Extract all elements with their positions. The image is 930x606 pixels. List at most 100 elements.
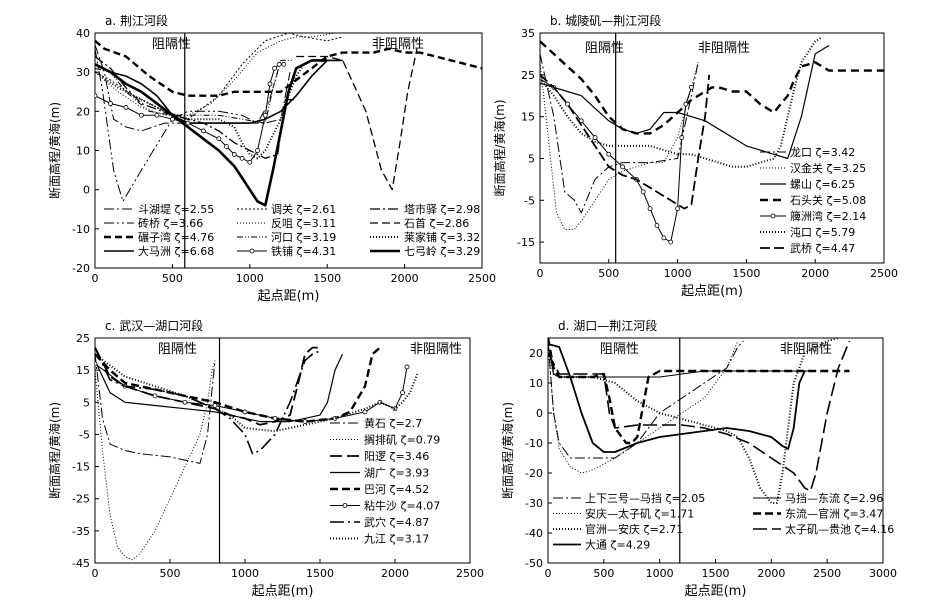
chart-panel-2: c. 武汉—湖口河段 -45 -35 -25 -15 -5 5 15 25 0 500 1000 150…: [47, 318, 484, 599]
series-marker: [262, 112, 268, 118]
x-tick-label: 1000: [236, 272, 264, 285]
legend-entry: 铁铺 ζ=4.31: [271, 245, 336, 258]
x-axis-label: 起点距(m): [258, 289, 320, 304]
x-tick-label: 500: [598, 267, 619, 280]
series-marker: [224, 144, 229, 149]
y-tick-label: 25: [76, 332, 90, 345]
x-tick-label: 1000: [664, 267, 692, 280]
series-line: [95, 353, 419, 433]
series-line: [548, 340, 739, 474]
legend-entry: 湖广 ζ=3.93: [364, 467, 429, 480]
region-label: 非阻隔性: [410, 342, 462, 357]
series-line: [95, 354, 216, 464]
x-tick-label: 2500: [813, 567, 841, 580]
series-line: [95, 55, 297, 159]
series-marker: [216, 136, 222, 142]
y-tick-label: -5: [79, 428, 90, 441]
y-tick-label: -30: [525, 497, 543, 510]
y-tick-label: -15: [72, 461, 90, 474]
x-tick-label: 3000: [869, 567, 897, 580]
region-label: 阻隔性: [585, 41, 624, 56]
chart-panel-3: d. 湖口—荆江河段 -50 -40 -30 -20 -10 0 10 20 0 500 1000 15…: [500, 318, 897, 599]
panel-title: d. 湖口—荆江河段: [558, 318, 657, 333]
legend-entry: 斗湖堤 ζ=2.55: [138, 203, 214, 216]
y-tick-label: -20: [525, 467, 543, 480]
legend-entry: 石头关 ζ=5.08: [790, 193, 866, 207]
series-marker: [640, 189, 646, 195]
y-tick-label: 30: [76, 66, 90, 79]
series-marker: [154, 112, 160, 118]
series-line: [540, 44, 830, 160]
series-marker: [620, 164, 625, 170]
y-tick-label: -45: [72, 557, 90, 570]
legend-entry: 太子矶—贵池 ζ=4.16: [785, 523, 894, 536]
series-line: [95, 353, 344, 423]
y-tick-label: -40: [525, 527, 543, 540]
y-tick-label: 0: [83, 184, 90, 197]
x-tick-label: 0: [92, 272, 99, 285]
x-tick-label: 1000: [646, 567, 674, 580]
x-tick-label: 2500: [870, 267, 898, 280]
y-tick-label: -10: [525, 437, 543, 450]
legend-entry: 安庆—太子矶 ζ=1.71: [585, 507, 694, 521]
series-line: [296, 48, 418, 191]
y-tick-label: 10: [529, 377, 543, 390]
series-marker: [212, 403, 218, 408]
series-marker: [169, 116, 175, 122]
series-marker: [108, 101, 113, 106]
series-marker: [332, 415, 338, 421]
series-line: [540, 62, 699, 230]
legend-entry: 官洲—安庆 ζ=2.71: [585, 522, 683, 536]
series-line: [95, 33, 335, 116]
region-label: 非阻隔性: [698, 41, 750, 56]
y-tick-label: 5: [528, 152, 535, 165]
x-axis-label: 起点距(m): [685, 584, 747, 599]
series-marker: [606, 151, 612, 157]
series-layer: [548, 338, 851, 504]
y-axis-label: 断面高程/黄海(m): [47, 402, 62, 499]
legend-entry: 马挡—东流 ζ=2.96: [785, 491, 883, 505]
y-tick-label: 10: [76, 145, 90, 158]
y-tick-label: 20: [529, 347, 543, 360]
plot-frame: [94, 337, 471, 564]
legend-entry: 搁排矶 ζ=0.79: [364, 433, 440, 447]
series-marker: [139, 112, 144, 118]
legend-entry: 沌口 ζ=5.79: [790, 226, 855, 239]
legend-entry: 碾子湾 ζ=4.76: [138, 230, 214, 244]
x-tick-label: 0: [545, 567, 552, 580]
y-tick-label: 15: [76, 364, 90, 377]
x-tick-label: 1000: [231, 567, 259, 580]
series-layer: [95, 33, 482, 207]
x-axis-label: 起点距(m): [252, 584, 314, 599]
series-marker: [683, 101, 689, 107]
series-marker: [592, 135, 598, 140]
y-tick-label: -25: [72, 493, 90, 506]
y-tick-label: -50: [525, 557, 543, 570]
region-label: 阻隔性: [158, 342, 197, 357]
legend-entry: 簰洲湾 ζ=2.14: [790, 209, 866, 223]
y-axis-label: 断面高程/黄海(m): [492, 99, 507, 196]
legend-entry: 粘牛沙 ζ=4.07: [364, 499, 440, 513]
series-marker: [272, 65, 277, 71]
series-line: [548, 343, 806, 453]
series-marker: [95, 93, 98, 99]
series-line: [95, 347, 321, 455]
legend-entry: 反咀 ζ=3.11: [271, 217, 336, 230]
series-marker: [239, 155, 245, 161]
series-marker: [95, 361, 98, 367]
x-tick-label: 2500: [456, 567, 484, 580]
legend-entry: 东流—官洲 ζ=3.47: [785, 507, 883, 521]
legend-entry: 黄石 ζ=2.7: [364, 416, 422, 430]
region-label: 非阻隔性: [780, 342, 832, 357]
x-tick-label: 2500: [468, 272, 496, 285]
legend-entry: 石首 ζ=2.86: [404, 216, 469, 230]
series-line: [95, 59, 328, 207]
series-line: [95, 44, 291, 132]
series-marker: [272, 415, 278, 421]
legend-entry: 武桥 ζ=4.47: [790, 242, 855, 255]
legend-entry: 上下三号—马挡 ζ=2.05: [585, 491, 705, 505]
series-marker: [267, 81, 273, 87]
y-axis-label: 断面高程/黄海(m): [47, 102, 62, 199]
series-marker: [661, 235, 667, 241]
series-layer: [95, 346, 419, 561]
